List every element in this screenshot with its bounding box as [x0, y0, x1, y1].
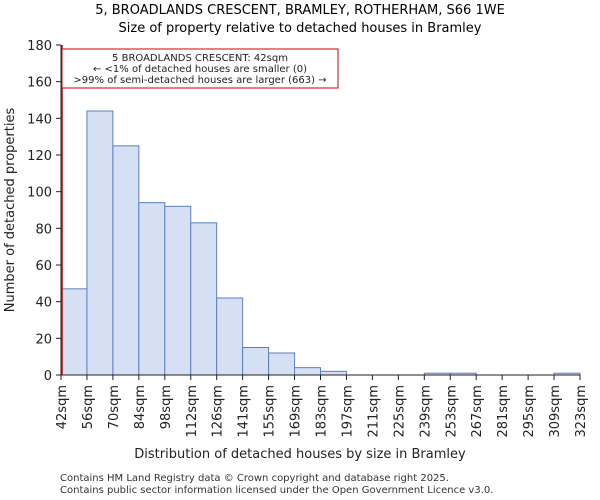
- bar-112sqm: [190, 222, 218, 376]
- annotation-line-2: ← <1% of detached houses are smaller (0): [93, 64, 307, 75]
- y-tick-label: 100: [27, 186, 52, 201]
- bars-group: [60, 110, 581, 376]
- chart-subtitle: Size of property relative to detached ho…: [119, 21, 482, 36]
- x-tick-label: 183sqm: [315, 385, 330, 438]
- x-tick-label: 169sqm: [289, 385, 304, 438]
- chart-title: 5, BROADLANDS CRESCENT, BRAMLEY, ROTHERH…: [95, 3, 505, 18]
- y-axis-ticks: 0 20 40 60 80 100 120 140 160 180: [27, 39, 61, 384]
- x-tick-label: 155sqm: [263, 385, 278, 438]
- y-axis-label: Number of detached properties: [3, 108, 18, 313]
- x-tick-label: 112sqm: [185, 385, 200, 438]
- x-tick-label: 323sqm: [574, 385, 589, 438]
- y-tick-label: 80: [35, 222, 52, 237]
- bar-141sqm: [242, 347, 270, 376]
- y-tick-label: 40: [35, 296, 52, 311]
- bar-183sqm: [320, 370, 347, 376]
- annotation-line-1: 5 BROADLANDS CRESCENT: 42sqm: [112, 53, 288, 64]
- x-tick-label: 98sqm: [159, 385, 174, 429]
- bar-56sqm: [86, 110, 114, 376]
- footer-line-2: Contains public sector information licen…: [60, 485, 493, 496]
- bar-84sqm: [138, 202, 166, 376]
- y-tick-label: 120: [27, 149, 52, 164]
- x-tick-label: 197sqm: [340, 385, 355, 438]
- x-tick-label: 126sqm: [211, 385, 226, 438]
- x-tick-label: 70sqm: [107, 385, 122, 429]
- bar-155sqm: [268, 352, 296, 376]
- x-tick-label: 84sqm: [133, 385, 148, 429]
- x-tick-label: 239sqm: [418, 385, 433, 438]
- x-tick-label: 56sqm: [81, 385, 96, 429]
- x-tick-label: 42sqm: [55, 385, 70, 429]
- x-tick-label: 141sqm: [237, 385, 252, 438]
- y-tick-label: 180: [27, 39, 52, 54]
- x-tick-label: 267sqm: [470, 385, 485, 438]
- bar-42sqm: [60, 288, 88, 376]
- x-axis-ticks: 42sqm 56sqm 70sqm 84sqm 98sqm 112sqm 126sqm 141…: [55, 375, 589, 438]
- y-tick-label: 20: [35, 332, 52, 347]
- y-tick-label: 60: [35, 259, 52, 274]
- bar-169sqm: [294, 367, 321, 376]
- x-tick-label: 211sqm: [366, 385, 381, 438]
- x-tick-label: 281sqm: [496, 385, 511, 438]
- annotation-box: 5 BROADLANDS CRESCENT: 42sqm ← <1% of de…: [61, 48, 339, 89]
- footer-line-1: Contains HM Land Registry data © Crown c…: [60, 473, 449, 484]
- bar-126sqm: [216, 297, 244, 376]
- x-tick-label: 295sqm: [522, 385, 537, 438]
- annotation-line-3: >99% of semi-detached houses are larger …: [73, 75, 326, 86]
- bar-70sqm: [112, 145, 140, 376]
- x-tick-label: 253sqm: [444, 385, 459, 438]
- bar-98sqm: [164, 205, 192, 376]
- x-axis-label: Distribution of detached houses by size …: [134, 447, 466, 462]
- x-tick-label: 225sqm: [392, 385, 407, 438]
- x-tick-label: 309sqm: [548, 385, 563, 438]
- y-tick-label: 160: [27, 76, 52, 91]
- y-tick-label: 140: [27, 112, 52, 127]
- y-tick-label: 0: [44, 369, 52, 384]
